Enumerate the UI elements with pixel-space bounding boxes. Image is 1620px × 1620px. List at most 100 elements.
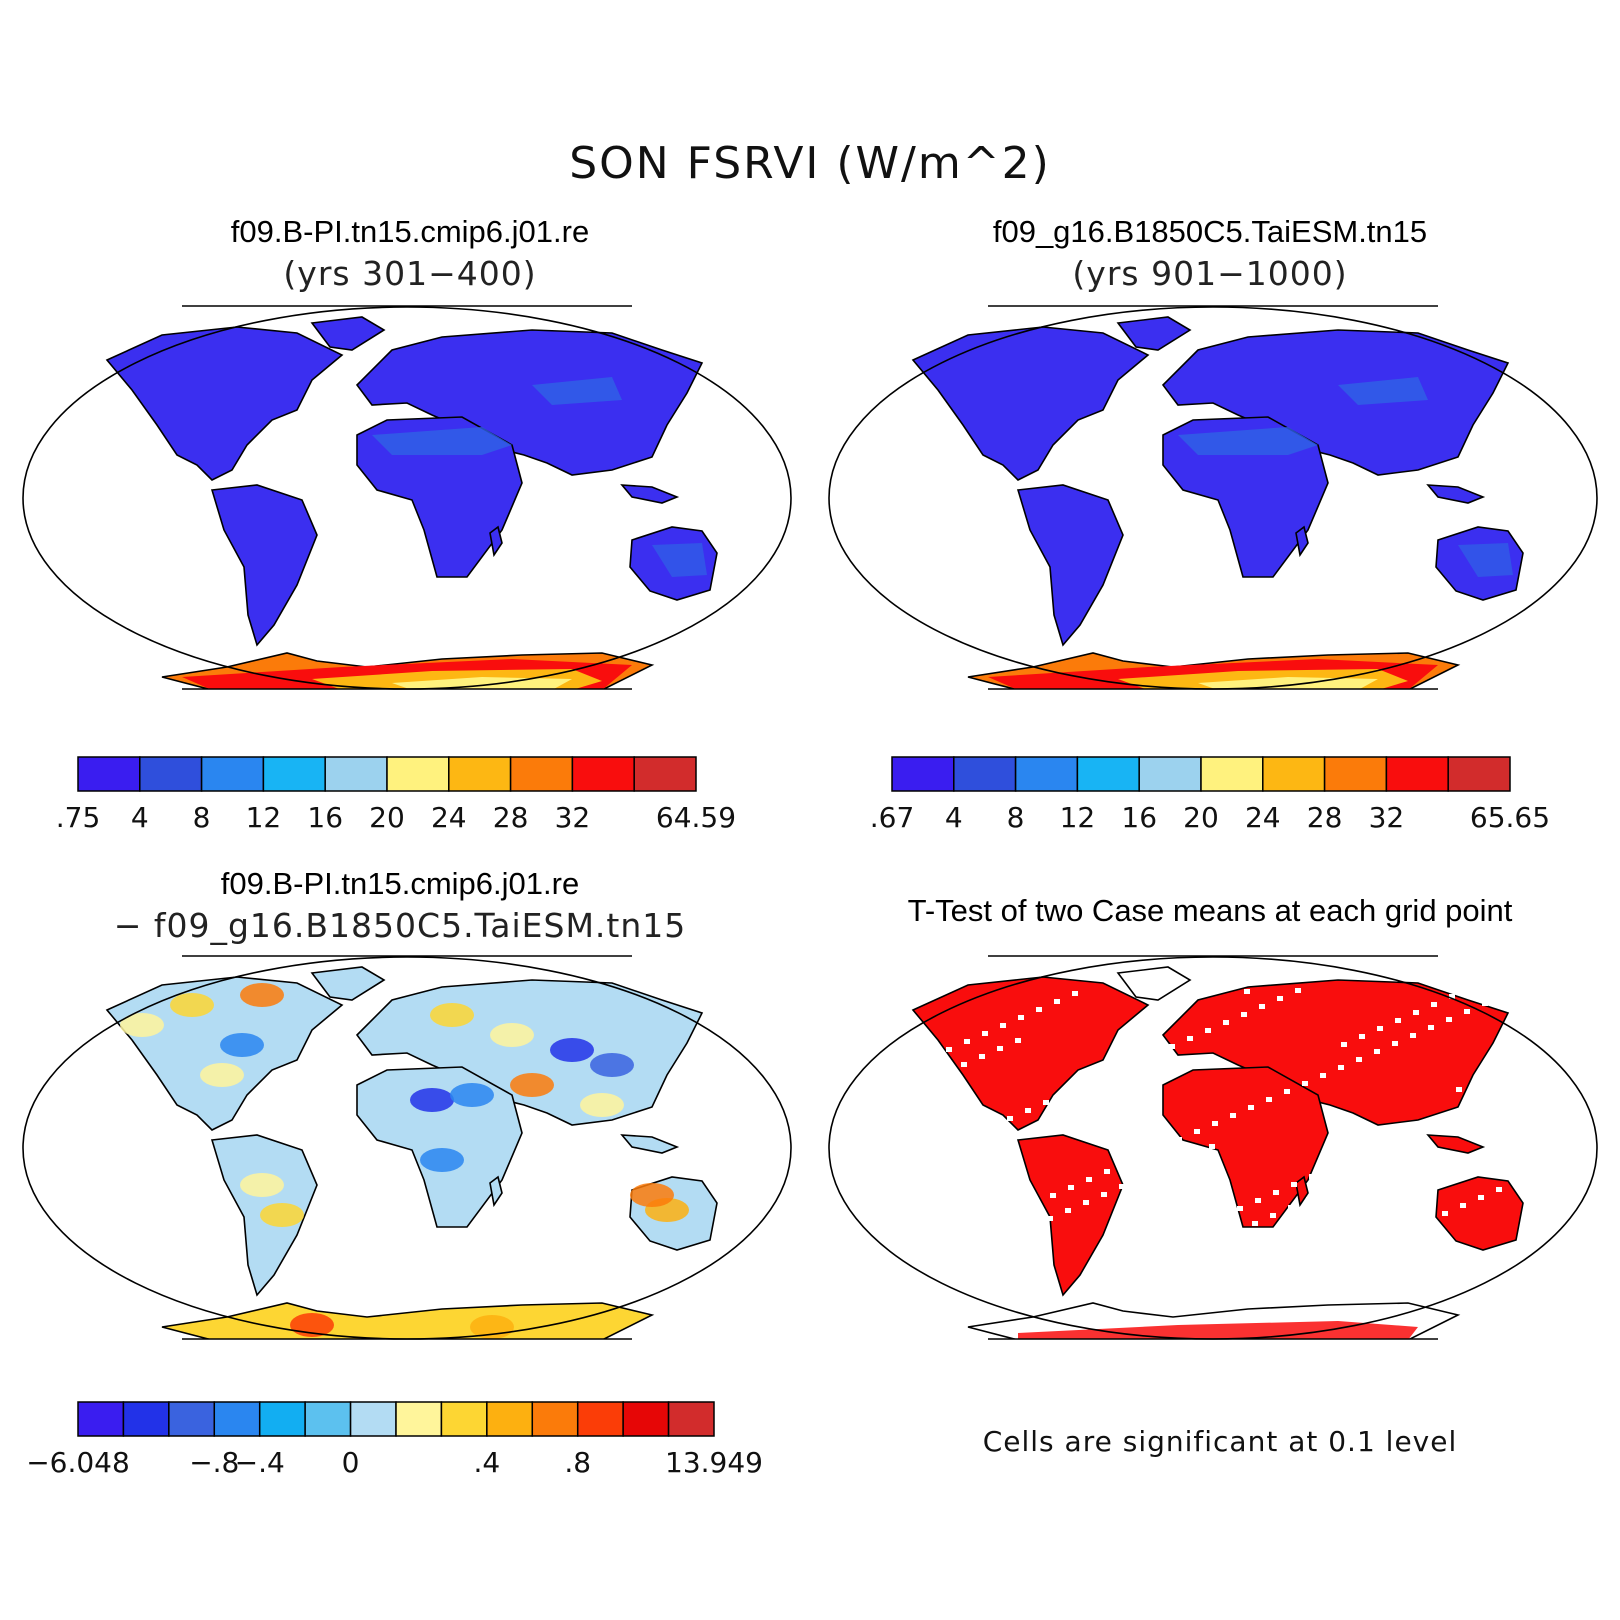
nonsignificant-cell — [1252, 1221, 1258, 1226]
panel2-title: f09_g16.B1850C5.TaiESM.tn15 — [992, 214, 1428, 249]
landmass-africa — [1162, 1066, 1329, 1228]
nonsignificant-cell — [1015, 1038, 1021, 1043]
colorbar-label: 16 — [307, 801, 343, 834]
landmass-north-america — [105, 976, 344, 1131]
landmass-south-america — [1016, 484, 1124, 647]
nonsignificant-cell — [1273, 1190, 1279, 1195]
diff-patch — [170, 993, 214, 1017]
nonsignificant-cell — [1094, 1099, 1100, 1104]
diff-patch — [410, 1088, 454, 1112]
nonsignificant-cell — [1403, 1250, 1409, 1255]
nonsignificant-cell — [1133, 1060, 1139, 1065]
colorbar-label: 20 — [369, 801, 405, 834]
nonsignificant-cell — [1198, 1245, 1204, 1250]
nonsignificant-cell — [1126, 1277, 1132, 1282]
nonsignificant-cell — [1216, 1237, 1222, 1242]
nonsignificant-cell — [932, 1171, 938, 1176]
nonsignificant-cell — [1158, 1145, 1164, 1150]
nonsignificant-cell — [1345, 1158, 1351, 1163]
diff-patch — [450, 1083, 494, 1107]
nonsignificant-cell — [1295, 988, 1301, 993]
nonsignificant-cell — [1406, 1227, 1412, 1232]
nonsignificant-cell — [1248, 1105, 1254, 1110]
colorbar-label: .8 — [564, 1446, 591, 1479]
nonsignificant-cell — [1367, 1266, 1373, 1271]
nonsignificant-cell — [1449, 994, 1455, 999]
colorbar-label: 64.59 — [656, 801, 736, 834]
nonsignificant-cell — [1061, 1092, 1067, 1097]
nonsignificant-cell — [1072, 991, 1078, 996]
nonsignificant-cell — [953, 1140, 959, 1145]
figure-title: SON FSRVI (W/m^2) — [569, 138, 1051, 189]
diff-patch — [200, 1063, 244, 1087]
nonsignificant-cell — [1363, 1150, 1369, 1155]
colorbar-swatch — [1385, 756, 1449, 792]
nonsignificant-cell — [1201, 1222, 1207, 1227]
colorbar-swatch — [349, 1401, 397, 1437]
nonsignificant-cell — [1424, 1219, 1430, 1224]
nonsignificant-cell — [986, 1147, 992, 1152]
nonsignificant-cell — [1234, 1229, 1240, 1234]
nonsignificant-cell — [1500, 993, 1506, 998]
nonsignificant-cell — [1446, 1017, 1452, 1022]
nonsignificant-cell — [1068, 1185, 1074, 1190]
nonsignificant-cell — [1011, 1232, 1017, 1237]
colorbar-swatch — [324, 756, 388, 792]
map-diff — [22, 955, 792, 1340]
colorbar-label: −.4 — [235, 1446, 285, 1479]
map-ttest — [828, 955, 1598, 1340]
colorbar-label: 12 — [246, 801, 282, 834]
colorbar-label: 24 — [1245, 801, 1281, 834]
nonsignificant-cell — [1435, 1118, 1441, 1123]
asia-band — [532, 377, 622, 405]
nonsignificant-cell — [1205, 1028, 1211, 1033]
nonsignificant-cell — [982, 1031, 988, 1036]
nonsignificant-cell — [1047, 1216, 1053, 1221]
nonsignificant-cell — [1334, 1259, 1340, 1264]
nonsignificant-cell — [1359, 1034, 1365, 1039]
nonsignificant-cell — [1496, 1187, 1502, 1192]
nonsignificant-cell — [1140, 1153, 1146, 1158]
panel2-subtitle: (yrs 901−1000) — [1072, 254, 1348, 293]
nonsignificant-cell — [946, 1047, 952, 1052]
diff-patch — [550, 1038, 594, 1062]
nonsignificant-cell — [1302, 1081, 1308, 1086]
nonsignificant-cell — [1331, 1282, 1337, 1287]
nonsignificant-cell — [1029, 1224, 1035, 1229]
nonsignificant-cell — [1428, 1025, 1434, 1030]
colorbar-label: 20 — [1183, 801, 1219, 834]
nonsignificant-cell — [957, 1256, 963, 1261]
colorbar-swatch — [448, 756, 512, 792]
landmass-greenland — [310, 316, 386, 351]
nonsignificant-cell — [1410, 1033, 1416, 1038]
landmass-madagascar — [489, 525, 503, 558]
antarctica-significant — [1018, 1321, 1418, 1339]
nonsignificant-cell — [1385, 1258, 1391, 1263]
nonsignificant-cell — [989, 1124, 995, 1129]
nonsignificant-cell — [1277, 996, 1283, 1001]
nonsignificant-cell — [1349, 1274, 1355, 1279]
colorbar-label: 13.949 — [665, 1446, 763, 1479]
nonsignificant-cell — [1209, 1144, 1215, 1149]
nonsignificant-cell — [918, 985, 924, 990]
nonsignificant-cell — [1482, 1001, 1488, 1006]
nonsignificant-cell — [1101, 1192, 1107, 1197]
nonsignificant-cell — [1237, 1206, 1243, 1211]
nonsignificant-cell — [997, 1046, 1003, 1051]
colorbar-swatch — [1447, 756, 1511, 792]
nonsignificant-cell — [925, 1078, 931, 1083]
colorbar-label: 0 — [342, 1446, 360, 1479]
nonsignificant-cell — [1485, 1288, 1491, 1293]
landmass-madagascar — [1295, 1175, 1309, 1208]
nonsignificant-cell — [1270, 1213, 1276, 1218]
colorbar-swatch — [953, 756, 1017, 792]
landmass-africa — [356, 416, 523, 578]
colorbar-label: 12 — [1060, 801, 1096, 834]
landmass-south-america — [1016, 1134, 1124, 1297]
sahara-band — [1178, 427, 1318, 455]
nonsignificant-cell — [1478, 1195, 1484, 1200]
colorbar-swatch — [213, 1401, 261, 1437]
nonsignificant-cell — [1460, 1203, 1466, 1208]
nonsignificant-cell — [1453, 1110, 1459, 1115]
nonsignificant-cell — [1510, 1063, 1516, 1068]
